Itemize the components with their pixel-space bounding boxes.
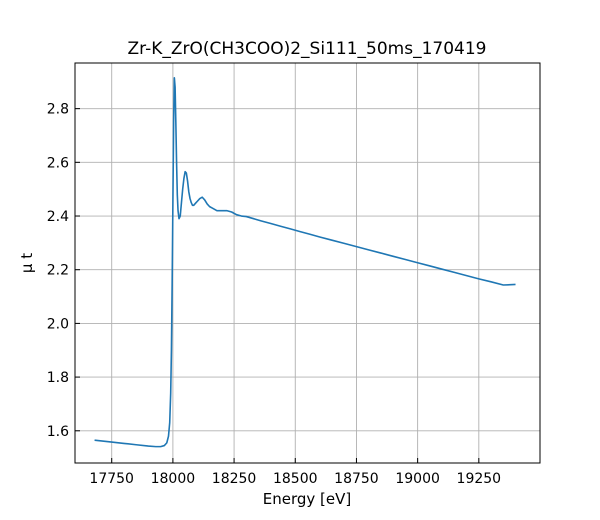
y-axis-label: μ t [18,253,36,273]
grid-lines [75,63,540,463]
x-tick-label: 19250 [457,471,502,487]
axis-ticks: 17750 18000 18250 18500 18750 19000 19250 1.6 1.… [47,102,501,487]
y-tick-label: 2.4 [47,209,69,225]
x-tick-label: 19000 [395,471,440,487]
y-tick-label: 2.6 [47,155,69,171]
x-tick-label: 18500 [273,471,318,487]
x-tick-label: 18000 [151,471,196,487]
x-tick-label: 18250 [212,471,257,487]
y-tick-label: 1.6 [47,424,69,440]
y-tick-label: 2.8 [47,102,69,118]
x-axis-label: Energy [eV] [263,490,351,508]
plot-frame [74,62,541,464]
x-tick-label: 17750 [89,471,134,487]
y-tick-label: 1.8 [47,370,69,386]
chart-title: Zr-K_ZrO(CH3COO)2_Si111_50ms_170419 [128,39,487,59]
plot-series [94,76,516,448]
x-tick-label: 18750 [334,471,379,487]
series-line [94,76,516,448]
y-tick-label: 2.2 [47,263,69,279]
y-tick-label: 2.0 [47,316,69,332]
